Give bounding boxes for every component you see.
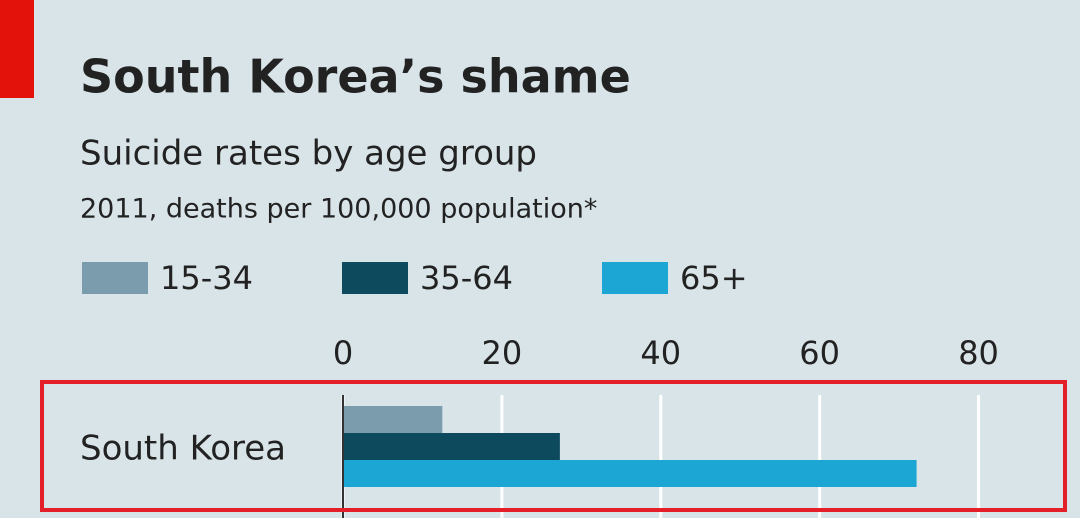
chart-subtitle: Suicide rates by age group bbox=[80, 134, 537, 174]
x-tick-label: 20 bbox=[482, 334, 523, 372]
x-tick-label: 60 bbox=[799, 334, 840, 372]
x-tick-label: 0 bbox=[333, 334, 353, 372]
legend-swatch bbox=[602, 262, 668, 294]
chart-title: South Korea’s shame bbox=[80, 50, 631, 104]
legend-swatch bbox=[342, 262, 408, 294]
legend-label: 65+ bbox=[680, 259, 748, 297]
legend-label: 15-34 bbox=[160, 259, 253, 297]
accent-bar bbox=[0, 0, 34, 98]
bar bbox=[343, 433, 560, 460]
chart-note: 2011, deaths per 100,000 population* bbox=[80, 194, 597, 225]
x-tick-label: 80 bbox=[958, 334, 999, 372]
legend-swatch bbox=[82, 262, 148, 294]
plot: 15-34 35-64 65+ 0 20 40 60 80 South Korea bbox=[80, 259, 999, 518]
bar bbox=[343, 460, 917, 487]
y-tick-label: South Korea bbox=[80, 429, 286, 469]
bar bbox=[343, 406, 443, 433]
highlight-box bbox=[40, 380, 1067, 512]
x-tick-label: 40 bbox=[640, 334, 681, 372]
legend-label: 35-64 bbox=[420, 259, 513, 297]
